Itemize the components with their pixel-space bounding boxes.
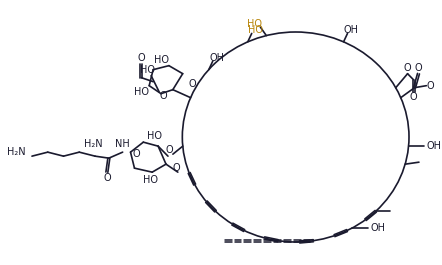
Text: HO: HO [140, 65, 155, 75]
Text: HO: HO [147, 131, 162, 141]
Text: O: O [159, 91, 167, 101]
Text: HO: HO [247, 19, 262, 29]
Text: O: O [133, 149, 140, 159]
Text: HO: HO [134, 87, 149, 97]
Text: HO: HO [143, 175, 158, 185]
Text: OH: OH [209, 52, 224, 63]
Text: OH: OH [344, 25, 359, 35]
Text: NH: NH [115, 139, 130, 149]
Text: O: O [410, 92, 417, 102]
Text: H₂N: H₂N [7, 147, 26, 157]
Text: O: O [404, 63, 412, 73]
Text: OH: OH [370, 223, 385, 233]
Text: OH: OH [427, 141, 442, 151]
Text: O: O [415, 63, 422, 73]
Text: O: O [427, 81, 434, 91]
Text: O: O [137, 53, 145, 63]
Text: O: O [172, 163, 179, 173]
Text: O: O [103, 173, 110, 183]
Text: H₂N: H₂N [84, 139, 103, 149]
Text: HO: HO [248, 25, 263, 35]
Text: O: O [165, 145, 173, 155]
Text: HO: HO [153, 55, 168, 65]
Text: O: O [189, 79, 196, 89]
